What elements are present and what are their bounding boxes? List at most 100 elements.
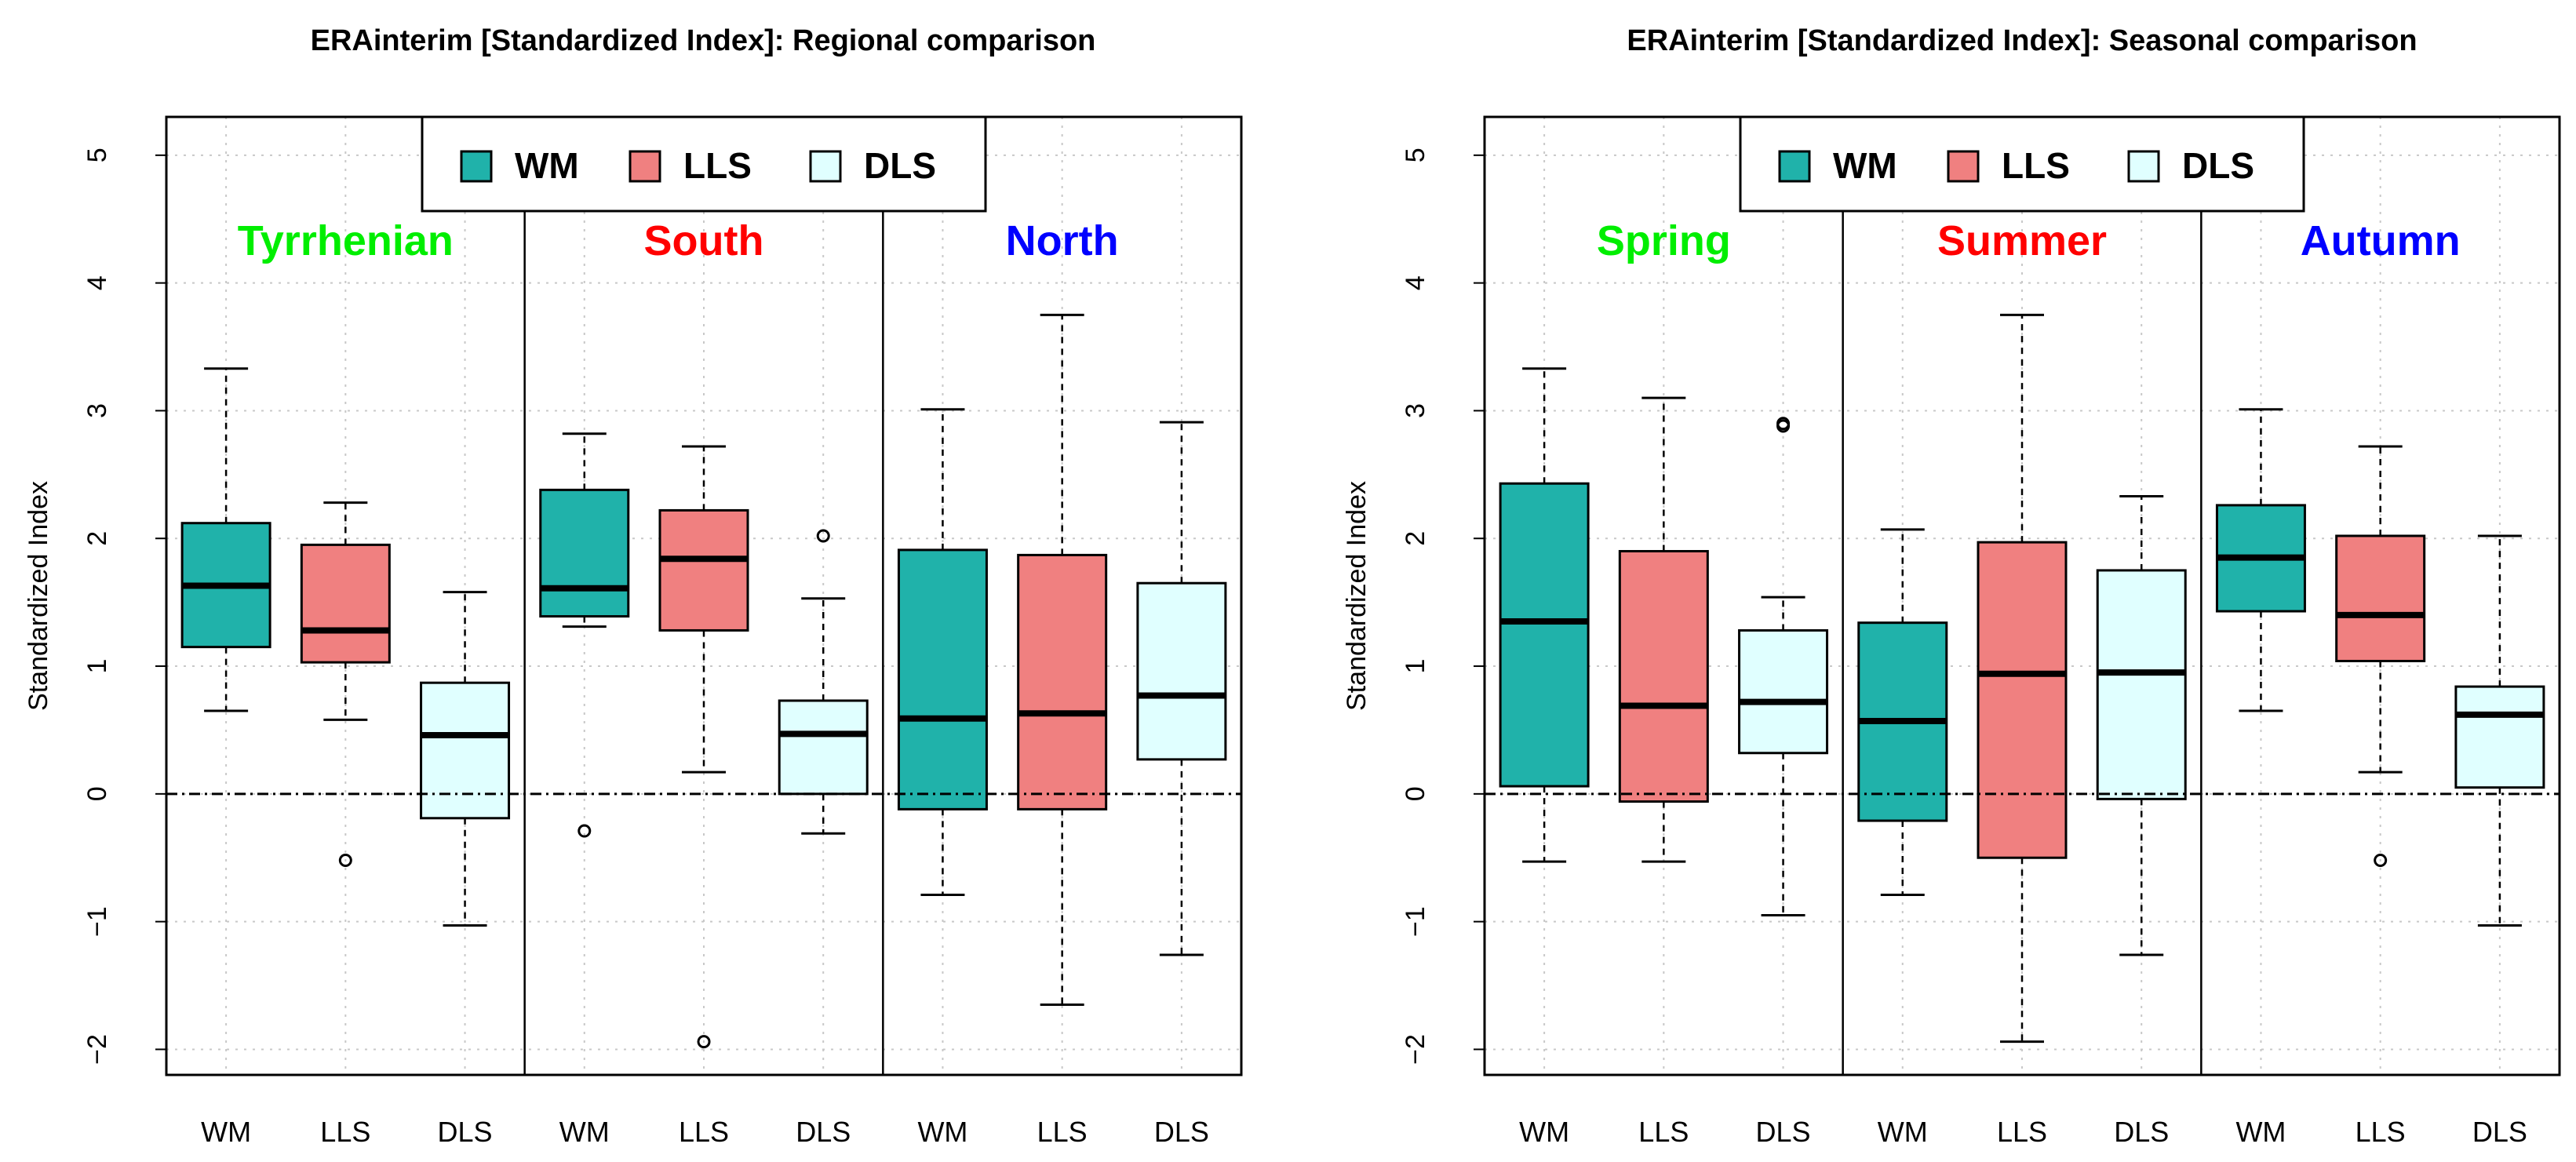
y-tick-label: 3 <box>82 403 112 418</box>
legend-label-dls: DLS <box>2182 145 2254 186</box>
legend-swatch-dls <box>809 150 842 183</box>
x-tick-label: DLS <box>1756 1116 1811 1148</box>
box-lls-tyrrhenian <box>300 501 391 867</box>
y-tick-label: 0 <box>82 786 112 801</box>
outlier-point <box>338 853 352 867</box>
y-axis: −2 −1 0 1 2 3 4 5 <box>1401 148 1485 1065</box>
boxes <box>1499 313 2545 1044</box>
box-wm-north <box>897 408 988 896</box>
box-wm-summer <box>1857 528 1948 896</box>
outlier-point <box>1776 417 1791 431</box>
box-body <box>1618 550 1709 803</box>
box-lls-autumn <box>2335 445 2426 867</box>
x-tick-label: DLS <box>796 1116 851 1148</box>
box-body <box>897 548 988 810</box>
box-body <box>2454 685 2545 789</box>
legend-swatch-wm <box>460 150 493 183</box>
outlier-point <box>816 529 830 543</box>
box-body <box>539 488 630 618</box>
box-lls-summer <box>1977 313 2068 1044</box>
group-label-autumn: Autumn <box>2301 217 2461 264</box>
legend-swatch-wm <box>1778 150 1811 183</box>
plot-frame <box>1483 115 2561 1076</box>
box-body <box>778 699 869 796</box>
legend-box <box>421 115 987 213</box>
box-body <box>658 508 749 632</box>
legend: WM LLS DLS <box>1739 115 2305 213</box>
y-tick-label: −1 <box>82 906 112 937</box>
box-wm-south <box>539 432 630 838</box>
box-body <box>2096 569 2187 800</box>
box-lls-north <box>1017 313 1108 1006</box>
legend-swatch-lls <box>1947 150 1980 183</box>
y-axis: −2 −1 0 1 2 3 4 5 <box>82 148 166 1065</box>
y-tick-label: 1 <box>82 659 112 674</box>
x-tick-label: LLS <box>1997 1116 2047 1148</box>
box-body <box>420 681 511 820</box>
box-wm-autumn <box>2215 408 2306 712</box>
box-body <box>1977 541 2068 859</box>
x-tick-label: DLS <box>1154 1116 1209 1148</box>
y-axis-label: Standardized Index <box>1342 481 1372 711</box>
x-tick-label: WM <box>917 1116 967 1148</box>
group-label-south: South <box>644 217 764 264</box>
x-tick-label: LLS <box>1037 1116 1088 1148</box>
outlier-point <box>578 824 592 838</box>
y-tick-label: 5 <box>1401 148 1430 162</box>
group-label-north: North <box>1006 217 1119 264</box>
x-tick-label: LLS <box>679 1116 729 1148</box>
legend-label-wm: WM <box>515 145 579 186</box>
x-tick-label: WM <box>1878 1116 1928 1148</box>
boxes <box>180 313 1227 1049</box>
box-dls-summer <box>2096 495 2187 956</box>
legend-label-lls: LLS <box>683 145 752 186</box>
regional-comparison-panel: ERAinterim [Standardized Index]: Regiona… <box>24 24 1243 1148</box>
x-tick-label: DLS <box>2472 1116 2527 1148</box>
y-tick-label: 2 <box>1401 531 1430 546</box>
outlier-point <box>697 1035 711 1049</box>
legend: WM LLS DLS <box>421 115 987 213</box>
group-label-summer: Summer <box>1937 217 2107 264</box>
box-body <box>2335 534 2426 663</box>
chart-title: ERAinterim [Standardized Index]: Seasona… <box>1627 24 2417 57</box>
x-tick-label: DLS <box>438 1116 493 1148</box>
legend-label-lls: LLS <box>2002 145 2070 186</box>
legend-swatch-dls <box>2127 150 2160 183</box>
y-tick-label: 0 <box>1401 786 1430 801</box>
y-tick-label: 3 <box>1401 403 1430 418</box>
x-tick-label: WM <box>559 1116 610 1148</box>
legend-box <box>1739 115 2305 213</box>
x-tick-label: LLS <box>320 1116 370 1148</box>
x-tick-label: LLS <box>2356 1116 2406 1148</box>
y-tick-label: 5 <box>82 148 112 162</box>
box-body <box>1499 482 1590 788</box>
box-body <box>300 543 391 664</box>
box-lls-spring <box>1618 396 1709 863</box>
x-tick-label: WM <box>2235 1116 2286 1148</box>
x-tick-label: DLS <box>2114 1116 2169 1148</box>
box-dls-north <box>1136 421 1227 956</box>
box-dls-spring <box>1738 417 1829 916</box>
y-tick-label: 1 <box>1401 659 1430 674</box>
box-dls-south <box>778 529 869 835</box>
plot-frame <box>165 115 1243 1076</box>
y-tick-label: 2 <box>82 531 112 546</box>
box-wm-spring <box>1499 367 1590 863</box>
box-dls-tyrrhenian <box>420 591 511 927</box>
y-tick-label: −1 <box>1401 906 1430 937</box>
y-tick-label: 4 <box>82 275 112 290</box>
box-dls-autumn <box>2454 534 2545 927</box>
legend-label-wm: WM <box>1833 145 1897 186</box>
box-body <box>1136 581 1227 761</box>
x-tick-label: LLS <box>1638 1116 1689 1148</box>
group-label-spring: Spring <box>1597 217 1731 264</box>
box-body <box>1017 553 1108 810</box>
y-tick-label: −2 <box>1401 1034 1430 1065</box>
box-body <box>1738 628 1829 755</box>
chart-title: ERAinterim [Standardized Index]: Regiona… <box>311 24 1096 57</box>
x-tick-label: WM <box>201 1116 251 1148</box>
y-tick-label: 4 <box>1401 275 1430 290</box>
legend-swatch-lls <box>629 150 661 183</box>
outlier-point <box>2374 853 2388 867</box>
